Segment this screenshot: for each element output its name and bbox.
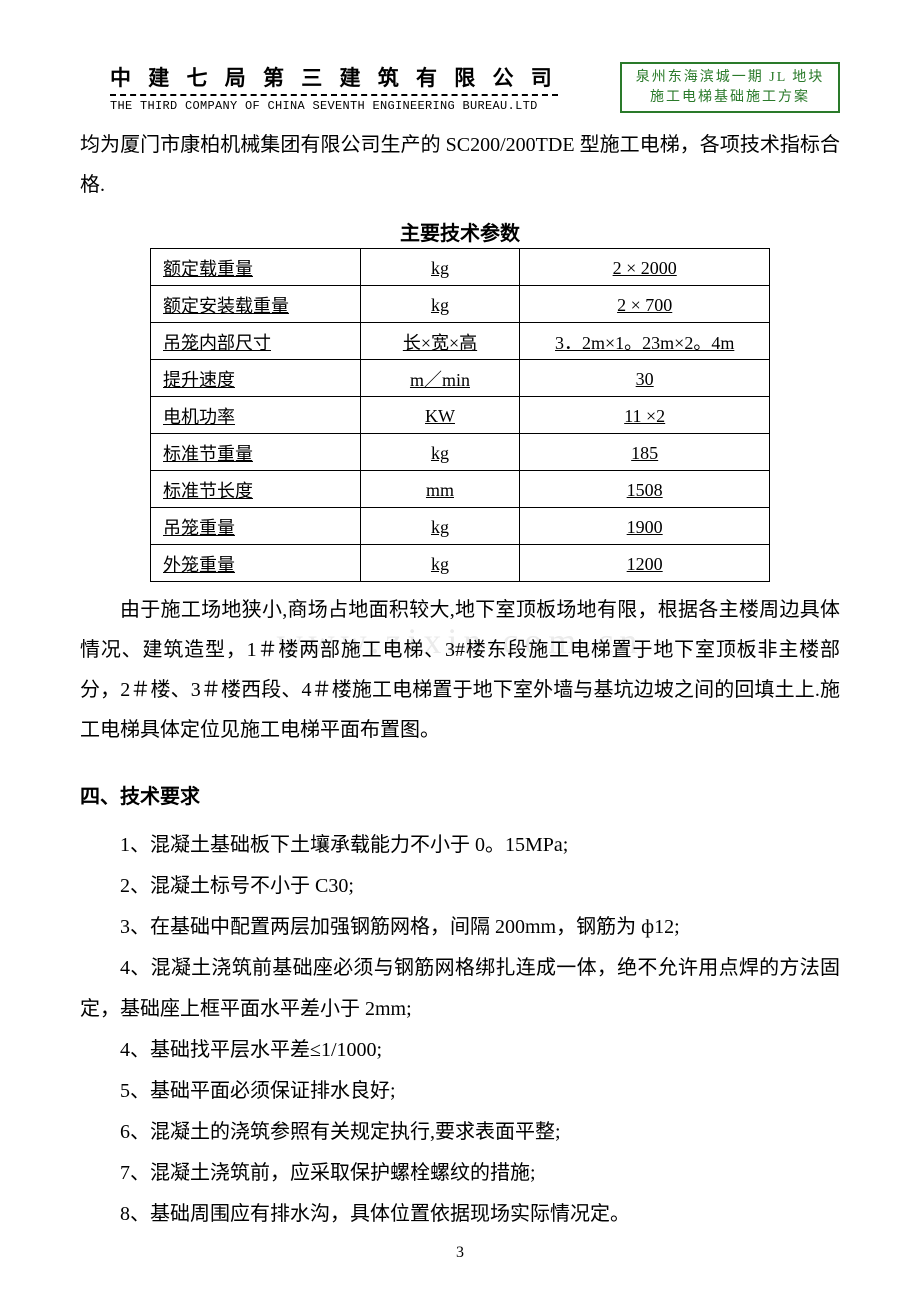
spec-unit: kg: [360, 249, 520, 286]
spec-value: 30: [520, 360, 770, 397]
table-row: 额定安装载重量 kg 2 × 700: [151, 286, 770, 323]
spec-unit: KW: [360, 397, 520, 434]
requirement-item: 1、混凝土基础板下土壤承载能力不小于 0。15MPa;: [80, 825, 840, 866]
page-header: 中 建 七 局 第 三 建 筑 有 限 公 司 THE THIRD COMPAN…: [80, 62, 840, 113]
spec-value: 2 × 700: [520, 286, 770, 323]
spec-name: 吊笼重量: [151, 508, 361, 545]
table-row: 电机功率 KW 11 ×2: [151, 397, 770, 434]
spec-name: 吊笼内部尺寸: [151, 323, 361, 360]
requirement-text: 4、混凝土浇筑前基础座必须与钢筋网格绑扎连成一体，绝不允许用点焊的方法固定，基础…: [80, 957, 840, 1020]
spec-unit: kg: [360, 508, 520, 545]
requirement-item: 7、混凝土浇筑前，应采取保护螺栓螺纹的措施;: [80, 1153, 840, 1194]
spec-value: 1200: [520, 545, 770, 582]
spec-unit: mm: [360, 471, 520, 508]
table-row: 吊笼内部尺寸 长×宽×高 3．2m×1。23m×2。4m: [151, 323, 770, 360]
requirement-item: 6、混凝土的浇筑参照有关规定执行,要求表面平整;: [80, 1112, 840, 1153]
spec-value: 1508: [520, 471, 770, 508]
spec-value: 11 ×2: [520, 397, 770, 434]
location-paragraph: 由于施工场地狭小,商场占地面积较大,地下室顶板场地有限，根据各主楼周边具体情况、…: [80, 590, 840, 750]
table-row: 吊笼重量 kg 1900: [151, 508, 770, 545]
table-title: 主要技术参数: [80, 217, 840, 246]
spec-unit: m／min: [360, 360, 520, 397]
spec-value: 3．2m×1。23m×2。4m: [520, 323, 770, 360]
spec-name: 提升速度: [151, 360, 361, 397]
project-title-line1: 泉州东海滨城一期 JL 地块: [630, 68, 830, 88]
spec-table: 额定载重量 kg 2 × 2000 额定安装载重量 kg 2 × 700 吊笼内…: [150, 248, 770, 582]
table-row: 外笼重量 kg 1200: [151, 545, 770, 582]
intro-paragraph: 均为厦门市康柏机械集团有限公司生产的 SC200/200TDE 型施工电梯，各项…: [80, 125, 840, 205]
requirement-item: 4、基础找平层水平差≤1/1000;: [80, 1030, 840, 1071]
table-row: 额定载重量 kg 2 × 2000: [151, 249, 770, 286]
project-title-box: 泉州东海滨城一期 JL 地块 施工电梯基础施工方案: [620, 62, 840, 113]
spec-value: 1900: [520, 508, 770, 545]
company-name-cn: 中 建 七 局 第 三 建 筑 有 限 公 司: [110, 62, 558, 96]
spec-name: 电机功率: [151, 397, 361, 434]
requirement-item: 8、基础周围应有排水沟，具体位置依据现场实际情况定。: [80, 1194, 840, 1235]
table-row: 标准节重量 kg 185: [151, 434, 770, 471]
spec-value: 2 × 2000: [520, 249, 770, 286]
spec-name: 额定载重量: [151, 249, 361, 286]
spec-unit: kg: [360, 545, 520, 582]
requirement-item: 4、混凝土浇筑前基础座必须与钢筋网格绑扎连成一体，绝不允许用点焊的方法固定，基础…: [80, 948, 840, 1030]
spec-unit: kg: [360, 286, 520, 323]
spec-name: 标准节重量: [151, 434, 361, 471]
requirement-item: 2、混凝土标号不小于 C30;: [80, 866, 840, 907]
requirement-item: 5、基础平面必须保证排水良好;: [80, 1071, 840, 1112]
spec-unit: kg: [360, 434, 520, 471]
project-title-line2: 施工电梯基础施工方案: [630, 88, 830, 108]
section-4-title: 四、技术要求: [80, 780, 840, 809]
spec-name: 额定安装载重量: [151, 286, 361, 323]
spec-name: 外笼重量: [151, 545, 361, 582]
company-name-en: THE THIRD COMPANY OF CHINA SEVENTH ENGIN…: [110, 99, 590, 113]
spec-value: 185: [520, 434, 770, 471]
table-row: 标准节长度 mm 1508: [151, 471, 770, 508]
spec-name: 标准节长度: [151, 471, 361, 508]
spec-unit: 长×宽×高: [360, 323, 520, 360]
table-row: 提升速度 m／min 30: [151, 360, 770, 397]
requirement-item: 3、在基础中配置两层加强钢筋网格，间隔 200mm，钢筋为 ф12;: [80, 907, 840, 948]
header-left: 中 建 七 局 第 三 建 筑 有 限 公 司 THE THIRD COMPAN…: [80, 62, 590, 113]
document-page: 中 建 七 局 第 三 建 筑 有 限 公 司 THE THIRD COMPAN…: [0, 0, 920, 1265]
